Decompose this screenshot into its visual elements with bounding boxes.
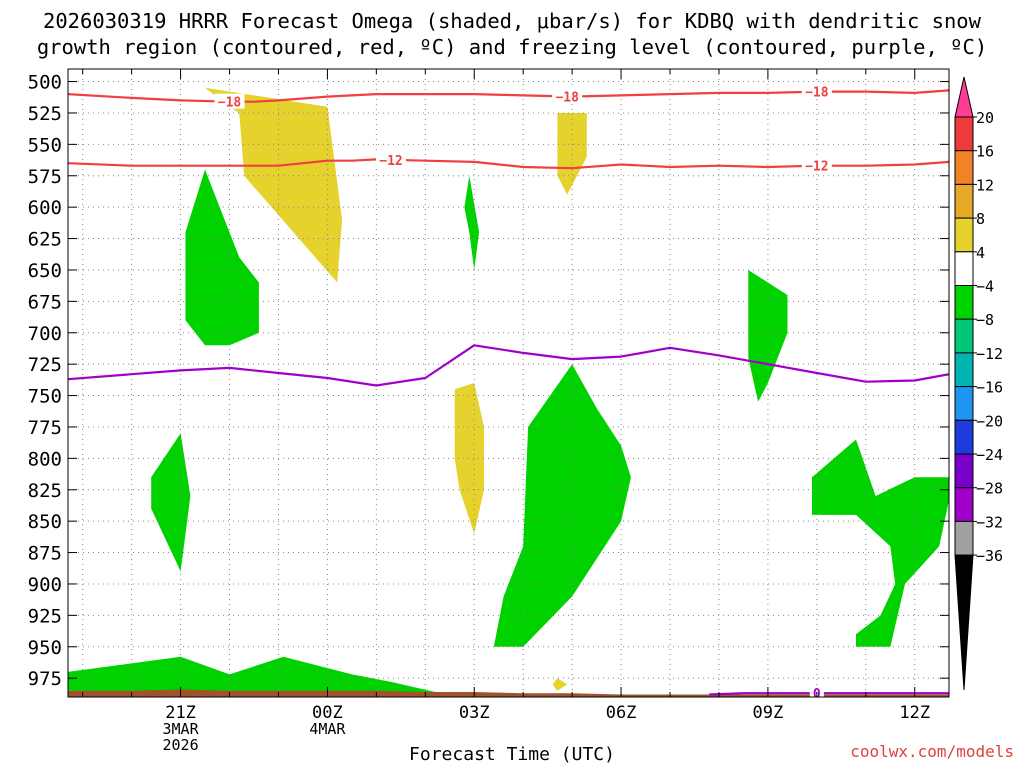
y-tick-label-850: 850: [28, 511, 62, 533]
surface-freezing-line-label-bg-1: [809, 685, 824, 697]
y-tick-label-925: 925: [28, 605, 62, 627]
colorbar-label-9: −16: [976, 379, 1003, 397]
omega-positive-region-1: [205, 87, 343, 283]
y-tick-label-675: 675: [28, 291, 62, 313]
colorbar-swatch-6: [954, 285, 974, 320]
colorbar-swatch-13: [954, 520, 974, 556]
colorbar-label-14: −36: [976, 547, 1003, 565]
dendritic-top-label-bg-2: [552, 88, 583, 104]
y-tick-label-775: 775: [28, 417, 62, 439]
x-tick-label-1-3: 2026: [163, 736, 199, 754]
omega-shading: [68, 87, 949, 697]
chart-title-line-2: growth region (contoured, red, ºC) and f…: [36, 35, 988, 59]
colorbar-top-arrow: [954, 76, 974, 118]
omega-negative-region-2: [151, 433, 191, 572]
colorbar-label-13: −32: [976, 513, 1003, 531]
colorbar-label-12: −28: [976, 480, 1003, 498]
colorbar-swatch-3: [954, 183, 974, 219]
y-tick-label-950: 950: [28, 637, 62, 659]
y-tick-label-575: 575: [28, 166, 62, 188]
ground-band: [68, 689, 949, 697]
x-tick-label-1-1: 21Z: [165, 703, 196, 723]
colorbar-label-8: −12: [976, 345, 1003, 363]
y-tick-label-525: 525: [28, 103, 62, 125]
y-tick-label-800: 800: [28, 448, 62, 470]
colorbar-label-11: −24: [976, 446, 1003, 464]
x-tick-label-6-1: 12Z: [899, 703, 930, 723]
colorbar-swatch-12: [954, 487, 974, 522]
x-tick-label-2-1: 00Z: [312, 703, 343, 723]
y-tick-label-875: 875: [28, 543, 62, 565]
x-tick-label-1-2: 3MAR: [163, 720, 200, 738]
colorbar: 20 16 12 8 4 −4 −8 −12 −16 −20 −24 −28 −32 −36: [954, 76, 1003, 691]
omega-positive-region-4: [552, 678, 568, 691]
omega-negative-region-5: [493, 364, 631, 647]
colorbar-label-7: −8: [976, 311, 994, 329]
omega-negative-region-3: [464, 175, 480, 270]
y-tick-label-625: 625: [28, 229, 62, 251]
y-tick-label-700: 700: [28, 323, 62, 345]
colorbar-swatch-11: [954, 453, 974, 489]
y-tick-label-750: 750: [28, 386, 62, 408]
dendritic-top-label-2: −18: [555, 91, 579, 106]
dendritic-top-label-3: −18: [805, 86, 829, 101]
chart-title-line-1: 2026030319 HRRR Forecast Omega (shaded, …: [43, 9, 981, 33]
y-tick-label-600: 600: [28, 197, 62, 219]
plot-frame: [67, 68, 950, 698]
dendritic-bottom-label-bg-1: [376, 151, 407, 167]
surface-freezing-line-contour: [709, 692, 949, 696]
omega-negative-region-7: [68, 656, 436, 695]
colorbar-label-5: 4: [976, 244, 985, 262]
y-tick-label-650: 650: [28, 260, 62, 282]
colorbar-swatch-4: [954, 217, 974, 253]
dendritic-top-label-1: −18: [218, 96, 242, 111]
dendritic-bottom-label-bg-2: [801, 157, 832, 173]
grid: [68, 69, 949, 697]
y-tick-label-900: 900: [28, 574, 62, 596]
x-tick-label-3-1: 03Z: [459, 703, 490, 723]
colorbar-swatch-1: [954, 116, 974, 152]
colorbar-label-1: 20: [976, 109, 994, 127]
omega-negative-region-1: [185, 169, 259, 346]
colorbar-swatch-5: [954, 251, 974, 287]
y-tick-label-550: 550: [28, 134, 62, 156]
colorbar-swatch-7: [954, 318, 974, 354]
dendritic-top-label-bg-1: [214, 93, 245, 109]
colorbar-swatch-8: [954, 352, 974, 388]
y-tick-label-825: 825: [28, 480, 62, 502]
x-axis-label: Forecast Time (UTC): [409, 744, 615, 765]
contours: −18−18−18−12−120: [68, 83, 949, 697]
dendritic-bottom-label-1: −12: [379, 154, 402, 169]
credit-text: coolwx.com/models: [850, 742, 1014, 761]
colorbar-swatch-10: [954, 419, 974, 455]
colorbar-label-3: 12: [976, 176, 994, 194]
y-axis: 500 525 550 575 600 625 650 675 700 725 750 775 800 8…: [28, 72, 949, 690]
y-tick-label-975: 975: [28, 668, 62, 690]
colorbar-swatch-9: [954, 386, 974, 421]
dendritic-top-label-bg-3: [801, 83, 832, 99]
colorbar-label-4: 8: [976, 210, 985, 228]
x-tick-label-5-1: 09Z: [753, 703, 784, 723]
x-tick-label-2-2: 4MAR: [309, 720, 346, 738]
colorbar-label-6: −4: [976, 278, 994, 296]
freezing-level-contour: [68, 344, 949, 387]
colorbar-bottom-arrow: [954, 554, 974, 691]
omega-negative-region-6: [812, 439, 949, 647]
dendritic-bottom-label-2: −12: [805, 160, 828, 175]
omega-positive-region-3: [557, 113, 587, 195]
colorbar-label-10: −20: [976, 412, 1003, 430]
y-tick-label-500: 500: [28, 72, 62, 94]
y-tick-label-725: 725: [28, 354, 62, 376]
omega-positive-region-2: [454, 383, 484, 534]
omega-negative-region-4: [748, 270, 788, 402]
colorbar-swatch-2: [954, 150, 974, 185]
x-tick-label-4-1: 06Z: [606, 703, 637, 723]
colorbar-label-2: 16: [976, 143, 994, 161]
